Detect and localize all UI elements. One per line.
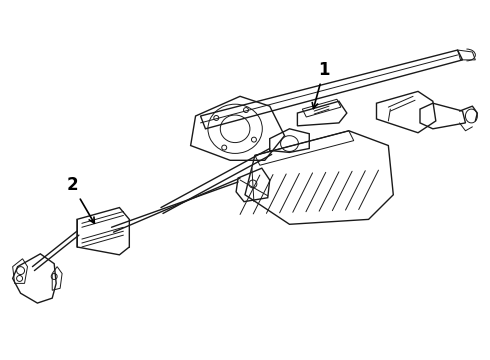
Text: 1: 1: [312, 61, 330, 109]
Text: 2: 2: [66, 176, 95, 223]
